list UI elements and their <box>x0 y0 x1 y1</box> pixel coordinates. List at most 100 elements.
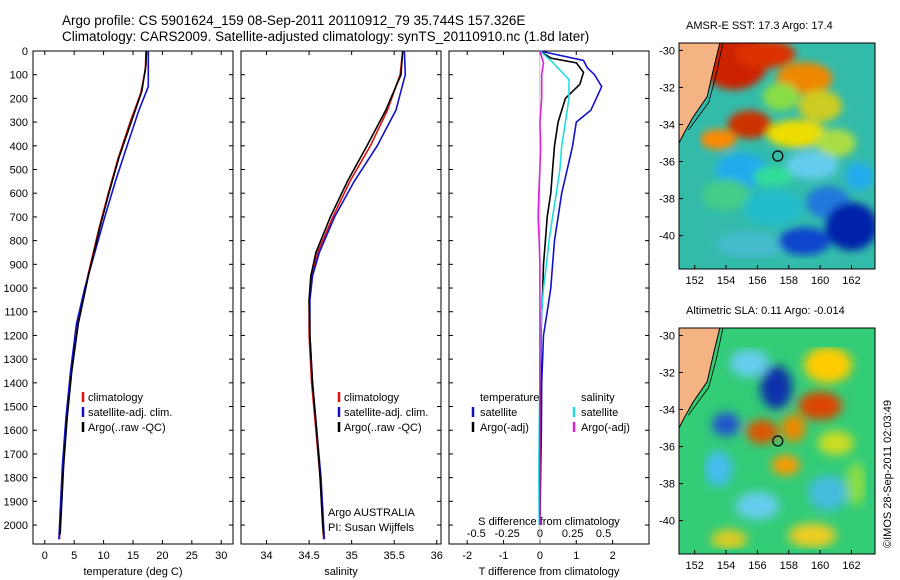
y-tick-label: 700 <box>10 212 28 224</box>
sla-map-field <box>679 328 875 554</box>
legend-label: climatology <box>344 392 400 404</box>
sst-map-patch <box>735 43 796 69</box>
y-tick-label: 1300 <box>4 354 28 366</box>
series-Argo-raw-QC- <box>59 50 148 535</box>
y-tick-label: 1500 <box>4 402 28 414</box>
sst-map-patch <box>743 189 804 226</box>
figure-title-line1: Argo profile: CS 5901624_159 08-Sep-2011… <box>62 13 526 28</box>
sst-map-patch <box>766 119 827 148</box>
sst-map-patch <box>727 110 772 139</box>
x-tick-label: -2 <box>462 550 472 562</box>
figure-title-line2: Climatology: CARS2009. Satellite-adjuste… <box>62 29 590 44</box>
sla-map-patch <box>704 450 733 487</box>
x-tick-label: 158 <box>780 275 798 287</box>
s-tick-label: 0.5 <box>596 528 611 540</box>
x-tick-label: 0 <box>537 550 543 562</box>
sst-map-patch <box>786 151 839 180</box>
sla-map-frame <box>678 327 876 555</box>
annotation-line2: PI: Susan Wijffels <box>328 522 414 534</box>
legend-label: Argo(-adj) <box>480 422 529 434</box>
x-tick-label: 10 <box>97 550 109 562</box>
x-tick-label: 35 <box>346 550 358 562</box>
plot-frame-salinity <box>240 50 442 545</box>
y-tick-label: 1400 <box>4 378 28 390</box>
y-tick-label: -40 <box>659 516 675 528</box>
x-tick-label: 156 <box>748 560 766 572</box>
x-tick-label: 25 <box>186 550 198 562</box>
y-tick-label: 800 <box>10 236 28 248</box>
sst-map-patch <box>815 129 856 158</box>
sst-map-patch <box>715 230 784 259</box>
y-tick-label: 900 <box>10 259 28 271</box>
y-tick-label: -36 <box>659 157 675 169</box>
legend-label: Argo(-adj) <box>581 422 630 434</box>
sst-map-patch <box>753 166 794 187</box>
x-tick-label: 154 <box>717 560 735 572</box>
y-tick-label: 600 <box>10 188 28 200</box>
sla-map-title: Altimetric SLA: 0.11 Argo: -0.014 <box>686 305 845 317</box>
x-tick-label: 152 <box>686 275 704 287</box>
sla-map-patches <box>704 347 867 550</box>
sla-map-patch <box>746 419 779 444</box>
y-tick-label: -38 <box>659 479 675 491</box>
x-tick-label: 2 <box>610 550 616 562</box>
y-tick-label: -38 <box>659 194 675 206</box>
annotation-line1: Argo AUSTRALIA <box>328 507 415 519</box>
y-tick-label: 1600 <box>4 425 28 437</box>
profile-plots: 0100200300400500600700800900100011001200… <box>4 46 650 578</box>
y-tick-label: -30 <box>659 330 675 342</box>
legend-label: satellite <box>480 407 517 419</box>
x-axis-label: salinity <box>324 566 358 578</box>
x-tick-label: 1 <box>573 550 579 562</box>
y-tick-label: -32 <box>659 82 675 94</box>
x-tick-label: 156 <box>748 275 766 287</box>
legend-label: Argo(..raw -QC) <box>344 422 422 434</box>
x-tick-label: 162 <box>842 560 860 572</box>
x-tick-label: 36 <box>431 550 443 562</box>
series-Argo-raw-QC- <box>308 50 404 535</box>
sst-map-coastline <box>679 43 721 144</box>
s-tick-label: 0.25 <box>562 528 583 540</box>
y-tick-label: 1900 <box>4 496 28 508</box>
sla-map-argo-marker <box>772 435 784 447</box>
x-tick-label: 158 <box>780 560 798 572</box>
sst-map-patches <box>698 43 875 259</box>
y-tick-label: -32 <box>659 367 675 379</box>
sla-map-patch <box>760 365 793 410</box>
y-tick-label: 100 <box>10 70 28 82</box>
x-tick-label: 152 <box>686 560 704 572</box>
y-tick-label: 500 <box>10 165 28 177</box>
sst-map-patch <box>762 82 799 111</box>
legend-label: satellite-adj. clim. <box>88 407 172 419</box>
x-tick-label: 160 <box>811 275 829 287</box>
y-tick-label: 0 <box>22 46 28 58</box>
s-tick-label: -0.25 <box>495 528 520 540</box>
x-axis-label: T difference from climatology <box>479 566 620 578</box>
sst-map-patch <box>845 162 874 191</box>
sst-map-argo-marker <box>772 150 784 162</box>
x-tick-label: 30 <box>215 550 227 562</box>
x-tick-label: 162 <box>842 275 860 287</box>
sla-map-patch <box>846 461 867 506</box>
sla-map-patch <box>798 391 843 420</box>
y-tick-label: -34 <box>659 120 675 132</box>
x-tick-label: 15 <box>127 550 139 562</box>
x-tick-label: 154 <box>717 275 735 287</box>
y-tick-label: 300 <box>10 117 28 129</box>
series-salinity-Argo-adj- <box>537 50 545 525</box>
y-tick-label: 200 <box>10 93 28 105</box>
sla-map-patch <box>711 529 748 550</box>
legend-label: satellite <box>581 407 618 419</box>
legend-label: Argo(..raw -QC) <box>88 422 166 434</box>
s-axis-label: S difference from climatology <box>478 516 620 528</box>
sst-map-title: AMSR-E SST: 17.3 Argo: 17.4 <box>686 20 833 32</box>
y-tick-label: 1800 <box>4 473 28 485</box>
plot-frame-temperature <box>32 50 234 545</box>
sst-map-patch <box>702 178 751 211</box>
sst-map-field <box>679 43 875 269</box>
sst-map-patch <box>778 227 831 256</box>
y-tick-label: -36 <box>659 442 675 454</box>
sst-map-patch <box>700 129 737 150</box>
sla-map-patch <box>788 523 837 548</box>
